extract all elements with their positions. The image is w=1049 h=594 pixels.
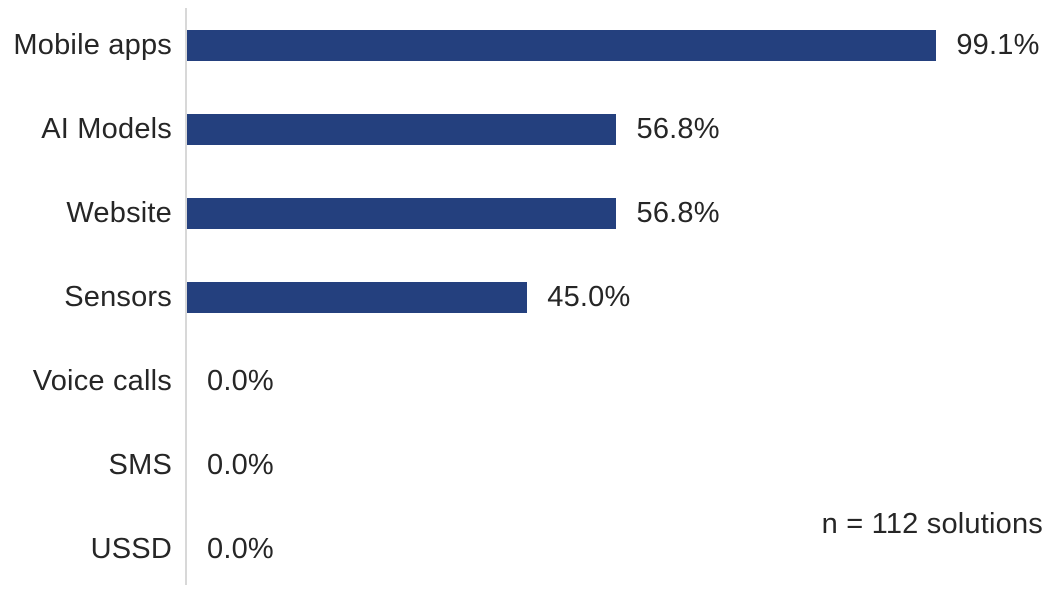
value-label: 99.1%	[956, 28, 1040, 61]
category-label: AI Models	[41, 112, 172, 145]
y-axis-line	[185, 8, 187, 585]
bar-row: Sensors 45.0%	[0, 255, 1049, 339]
bar	[187, 29, 937, 61]
bar-row: Website 56.8%	[0, 171, 1049, 255]
category-label: Sensors	[64, 280, 172, 313]
category-label: Voice calls	[32, 364, 172, 397]
bar-row: USSD 0.0%	[0, 507, 1049, 591]
chart-rows: Mobile apps 99.1% AI Models 56.8% Websit…	[0, 3, 1049, 591]
bar-row: Mobile apps 99.1%	[0, 3, 1049, 87]
sample-size-annotation: n = 112 solutions	[821, 508, 1043, 540]
category-label: Mobile apps	[13, 28, 172, 61]
value-label: 56.8%	[636, 112, 720, 145]
bar-row: SMS 0.0%	[0, 423, 1049, 507]
bar-row: AI Models 56.8%	[0, 87, 1049, 171]
bar	[187, 281, 528, 313]
bar-track: 56.8%	[187, 171, 1049, 255]
value-label: 0.0%	[207, 448, 274, 481]
category-label: Website	[66, 196, 172, 229]
bar-track: 0.0%	[187, 423, 1049, 507]
bar-track: 45.0%	[187, 255, 1049, 339]
bar-track: 99.1%	[187, 3, 1049, 87]
category-label: USSD	[90, 532, 172, 565]
value-label: 0.0%	[207, 364, 274, 397]
category-label: SMS	[108, 448, 172, 481]
bar-track: 0.0%	[187, 507, 1049, 591]
bar-track: 56.8%	[187, 87, 1049, 171]
value-label: 56.8%	[636, 196, 720, 229]
value-label: 0.0%	[207, 532, 274, 565]
value-label: 45.0%	[547, 280, 631, 313]
bar	[187, 113, 617, 145]
bar	[187, 197, 617, 229]
bar-row: Voice calls 0.0%	[0, 339, 1049, 423]
bar-track: 0.0%	[187, 339, 1049, 423]
